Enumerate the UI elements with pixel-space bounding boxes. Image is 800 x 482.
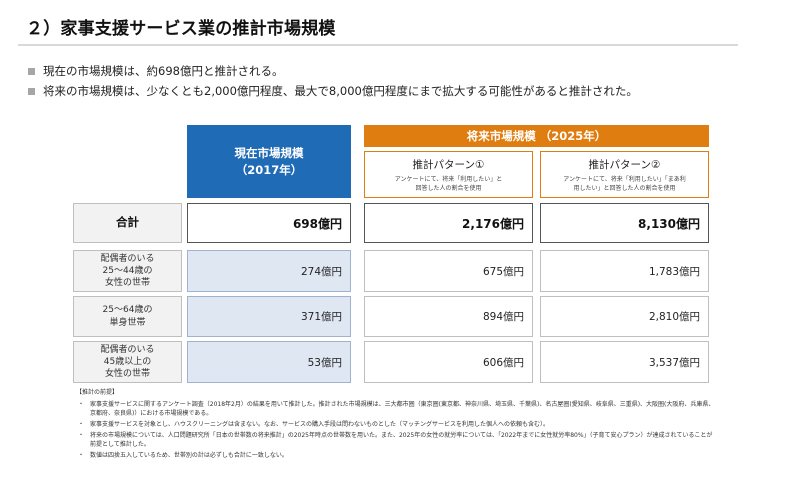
row-label-total: 合計	[73, 203, 182, 243]
summary-bullet-text: 将来の市場規模は、少なくとも2,000億円程度、最大で8,000億円程度にまで拡…	[43, 84, 638, 98]
married-45-plus-current-value: 53億円	[187, 341, 351, 383]
current-market-header-title: 現在市場規模	[234, 145, 304, 160]
note-text: 数値は四捨五入しているため、世帯別の計は必ずしも合計に一致しない。	[90, 452, 288, 459]
row-label-line: 女性の世帯	[104, 278, 150, 289]
total-current-value: 698億円	[187, 203, 351, 243]
note-bullet-icon: ・	[78, 452, 85, 459]
pattern-1-title: 推計パターン①	[412, 159, 485, 171]
square-bullet-icon	[28, 87, 35, 95]
summary-bullet-text: 現在の市場規模は、約698億円と推計される。	[43, 64, 284, 78]
total-pattern2-value: 8,130億円	[540, 203, 709, 243]
note-bullet-icon: ・	[78, 401, 85, 408]
row-label-line: 女性の世帯	[104, 369, 150, 380]
title-divider	[18, 44, 738, 46]
note-item: ・家事支援サービスを対象とし、ハウスクリーニングは含まない。なお、サービスの購入…	[76, 420, 716, 429]
current-market-header: 現在市場規模 （2017年）	[187, 125, 351, 198]
row-label-line: 配偶者のいる	[100, 344, 155, 355]
single-25-64-pattern1-value: 894億円	[364, 296, 533, 337]
summary-bullet: 現在の市場規模は、約698億円と推計される。	[28, 62, 638, 80]
pattern-2-desc-line: 用したい」と回答した人の割合を使用	[573, 184, 676, 192]
row-label-line: 25～64歳の	[102, 305, 153, 316]
summary-bullet: 将来の市場規模は、少なくとも2,000億円程度、最大で8,000億円程度にまで拡…	[28, 82, 638, 100]
note-bullet-icon: ・	[78, 432, 85, 439]
married-25-44-current-value: 274億円	[187, 250, 351, 292]
row-label-line: 45歳以上の	[103, 356, 152, 367]
row-label-married-25-44: 配偶者のいる 25～44歳の 女性の世帯	[73, 250, 182, 292]
note-text: 家事支援サービスを対象とし、ハウスクリーニングは含まない。なお、サービスの購入手…	[90, 421, 550, 428]
row-label-line: 配偶者のいる	[100, 253, 155, 264]
married-25-44-pattern2-value: 1,783億円	[540, 250, 709, 292]
pattern-2-header: 推計パターン② アンケートにて、将来「利用したい」「まあ利 用したい」と回答した…	[540, 151, 709, 198]
pattern-1-desc-line: 回答した人の割合を使用	[415, 184, 482, 192]
married-25-44-pattern1-value: 675億円	[364, 250, 533, 292]
row-label-line: 合計	[116, 215, 139, 230]
note-item: ・数値は四捨五入しているため、世帯別の計は必ずしも合計に一致しない。	[76, 451, 716, 460]
single-25-64-pattern2-value: 2,810億円	[540, 296, 709, 337]
total-pattern1-value: 2,176億円	[364, 203, 533, 243]
row-label-line: 単身世帯	[109, 317, 146, 328]
row-label-married-45-plus: 配偶者のいる 45歳以上の 女性の世帯	[73, 341, 182, 383]
note-item: ・家事支援サービスに関するアンケート調査（2018年2月）の結果を用いて推計した…	[76, 400, 716, 418]
estimation-notes: 【推計の前提】 ・家事支援サービスに関するアンケート調査（2018年2月）の結果…	[76, 388, 716, 462]
note-item: ・将来の市場規模については、人口問題研究所「日本の世帯数の将来推計」の2025年…	[76, 431, 716, 449]
note-text: 家事支援サービスに関するアンケート調査（2018年2月）の結果を用いて推計した。…	[90, 401, 715, 417]
notes-heading: 【推計の前提】	[76, 389, 119, 396]
pattern-2-title: 推計パターン②	[588, 159, 661, 171]
row-label-single-25-64: 25～64歳の 単身世帯	[73, 296, 182, 337]
note-text: 将来の市場規模については、人口問題研究所「日本の世帯数の将来推計」の2025年時…	[90, 432, 713, 448]
single-25-64-current-value: 371億円	[187, 296, 351, 337]
married-45-plus-pattern1-value: 606億円	[364, 341, 533, 383]
pattern-1-header: 推計パターン① アンケートにて、将来「利用したい」と 回答した人の割合を使用	[364, 151, 533, 198]
page-title: ２）家事支援サービス業の推計市場規模	[26, 19, 336, 39]
pattern-1-desc-line: アンケートにて、将来「利用したい」と	[394, 176, 503, 183]
future-market-header: 将来市場規模 （2025年）	[364, 125, 709, 147]
current-market-header-year: （2017年）	[235, 162, 303, 177]
summary-bullets: 現在の市場規模は、約698億円と推計される。 将来の市場規模は、少なくとも2,0…	[28, 62, 638, 102]
married-45-plus-pattern2-value: 3,537億円	[540, 341, 709, 383]
note-bullet-icon: ・	[78, 421, 85, 428]
row-label-line: 25～44歳の	[102, 265, 153, 276]
pattern-2-desc-line: アンケートにて、将来「利用したい」「まあ利	[563, 176, 686, 183]
square-bullet-icon	[28, 67, 35, 75]
